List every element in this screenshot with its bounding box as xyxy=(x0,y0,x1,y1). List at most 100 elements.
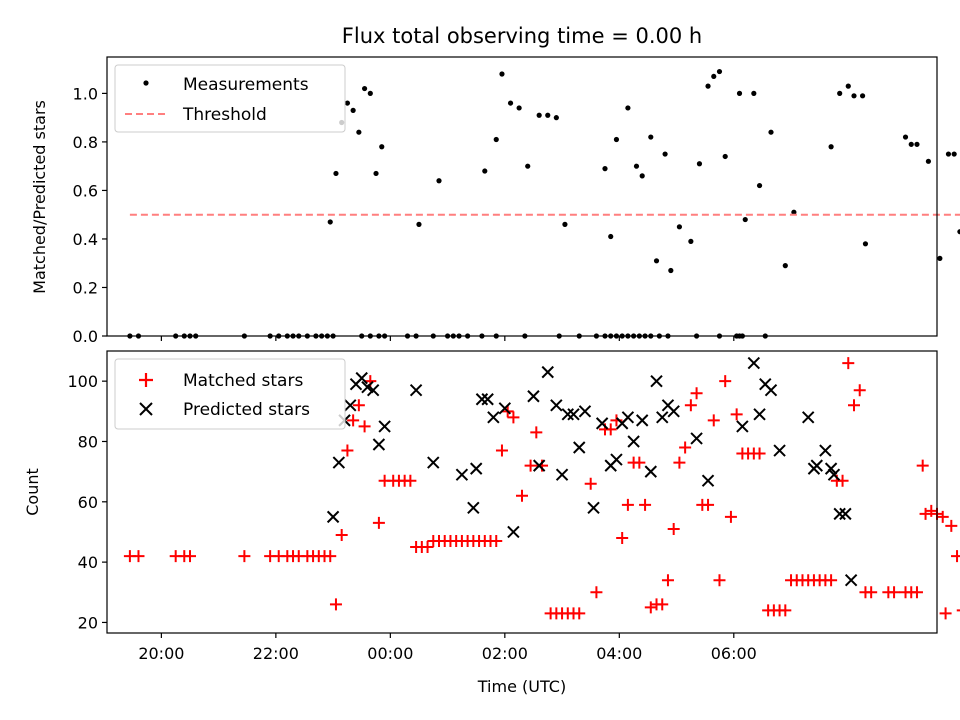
x-axis-label: Time (UTC) xyxy=(477,677,566,696)
top-y-tick-label: 0.6 xyxy=(73,181,98,200)
predicted-star-point xyxy=(332,456,346,469)
measurement-point xyxy=(553,115,559,121)
predicted-star-point xyxy=(498,402,512,415)
matched-star-point xyxy=(679,441,692,454)
measurement-point xyxy=(613,136,620,143)
predicted-star-point xyxy=(667,405,680,418)
predicted-star-point xyxy=(650,374,663,388)
matched-star-point xyxy=(490,535,503,548)
bottom-x-tick-label: 00:00 xyxy=(367,644,413,663)
predicted-star-point xyxy=(656,411,669,424)
legend-predicted-marker xyxy=(139,402,153,416)
measurement-point xyxy=(768,129,774,135)
predicted-star-point xyxy=(833,507,846,521)
predicted-star-point xyxy=(701,474,715,487)
matched-star-point xyxy=(825,574,838,587)
matched-star-point xyxy=(661,574,674,587)
measurement-point xyxy=(756,182,763,189)
measurement-point xyxy=(862,241,869,247)
matched-star-point xyxy=(616,531,629,544)
top-y-tick-label: 1.0 xyxy=(73,84,98,103)
measurement-point xyxy=(705,83,711,89)
bottom-x-tick-label: 06:00 xyxy=(711,644,757,663)
matched-star-point xyxy=(352,399,365,412)
measurement-point xyxy=(662,151,668,157)
measurement-point xyxy=(914,141,920,147)
matched-star-point xyxy=(329,598,342,611)
measurement-point xyxy=(828,144,834,150)
matched-star-point xyxy=(916,459,929,472)
measurement-point xyxy=(791,209,797,215)
legend-matched-marker xyxy=(139,373,153,387)
measurement-point xyxy=(545,112,551,118)
predicted-star-point xyxy=(587,501,600,515)
bottom-legend: Matched stars Predicted stars xyxy=(114,358,346,430)
top-y-tick-label: 0.2 xyxy=(73,278,98,297)
matched-star-point xyxy=(358,420,371,433)
predicted-star-point xyxy=(801,411,815,424)
predicted-star-point xyxy=(839,507,852,521)
measurement-point xyxy=(937,255,943,261)
measurement-point xyxy=(668,267,674,274)
predicted-star-point xyxy=(561,408,575,421)
predicted-star-point xyxy=(481,393,494,406)
matched-star-point xyxy=(421,541,434,554)
predicted-star-point xyxy=(635,414,649,427)
predicted-star-point xyxy=(344,399,357,412)
bottom-x-tick-label: 20:00 xyxy=(138,644,184,663)
measurement-point xyxy=(957,229,960,235)
measurement-point xyxy=(951,151,957,157)
predicted-star-point xyxy=(541,365,554,379)
measurement-point xyxy=(499,71,505,77)
matched-star-point xyxy=(945,519,958,532)
measurement-point xyxy=(493,136,499,143)
predicted-star-point xyxy=(690,432,703,445)
matched-star-point xyxy=(324,550,337,563)
bottom-x-tick-label: 22:00 xyxy=(253,644,299,663)
predicted-star-point xyxy=(827,468,841,481)
bottom-y-tick-label: 80 xyxy=(78,432,98,451)
top-marks xyxy=(127,68,960,339)
bottom-marks xyxy=(123,356,960,620)
measurement-point xyxy=(711,73,717,80)
top-legend: Measurements Threshold xyxy=(114,64,346,133)
measurement-point xyxy=(350,107,356,113)
measurement-point xyxy=(688,238,694,244)
matched-star-point xyxy=(584,477,597,490)
top-legend-box xyxy=(114,64,346,133)
predicted-star-point xyxy=(844,574,858,587)
predicted-star-point xyxy=(610,453,623,466)
measurement-point xyxy=(851,93,857,99)
measurement-point xyxy=(602,166,608,172)
legend-predicted-label: Predicted stars xyxy=(183,400,310,420)
matched-star-point xyxy=(910,586,923,599)
predicted-star-point xyxy=(469,462,483,475)
measurement-point xyxy=(536,112,542,118)
measurement-point xyxy=(367,90,373,96)
predicted-star-point xyxy=(736,420,749,433)
predicted-star-point xyxy=(467,501,480,515)
measurement-point xyxy=(416,221,422,227)
matched-star-point xyxy=(865,586,878,599)
measurement-point xyxy=(361,85,368,92)
measurement-point xyxy=(436,178,442,184)
bottom-y-tick-label: 60 xyxy=(78,493,98,512)
top-y-tick-label: 0.4 xyxy=(73,230,98,249)
matched-star-point xyxy=(713,574,726,587)
measurement-point xyxy=(908,141,914,147)
predicted-star-point xyxy=(555,468,569,481)
legend-matched-label: Matched stars xyxy=(183,371,303,391)
matched-star-point xyxy=(341,444,354,457)
matched-star-point xyxy=(639,498,652,511)
matched-star-point xyxy=(702,498,715,511)
predicted-star-point xyxy=(824,462,838,475)
measurement-point xyxy=(344,100,351,106)
predicted-star-point xyxy=(819,444,832,457)
matched-star-point xyxy=(621,498,634,511)
measurement-point xyxy=(742,216,748,223)
chart-title: Flux total observing time = 0.00 h xyxy=(342,24,702,48)
matched-star-point xyxy=(132,550,145,563)
matched-star-point xyxy=(335,528,348,541)
matched-star-point xyxy=(495,444,508,457)
